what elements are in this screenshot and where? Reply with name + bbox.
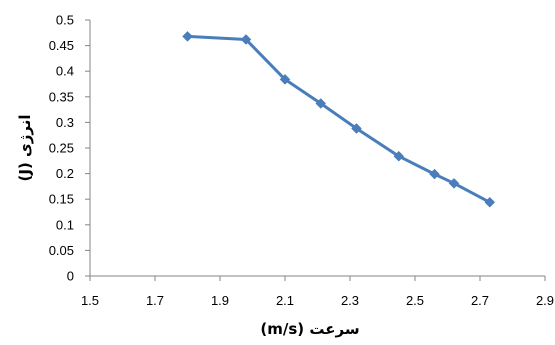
y-tick-label: 0.15 <box>49 192 74 207</box>
data-point-marker <box>182 31 193 42</box>
data-point-marker <box>429 168 440 180</box>
y-tick-label: 0 <box>67 269 74 284</box>
x-axis-ticks: 1.5 1.7 1.9 2.1 2.3 2.5 2.7 2.9 <box>81 276 554 308</box>
y-tick-label: 0.35 <box>49 89 74 104</box>
y-tick-label: 0.05 <box>49 243 74 258</box>
y-tick-label: 0.3 <box>56 115 74 130</box>
data-point-marker <box>279 74 291 85</box>
x-tick-label: 1.9 <box>211 293 229 308</box>
x-tick-label: 1.7 <box>146 293 164 308</box>
y-tick-label: 0.5 <box>56 13 74 28</box>
series-layer <box>182 31 496 208</box>
y-tick-label: 0.25 <box>49 141 74 156</box>
x-tick-label: 2.9 <box>536 293 554 308</box>
x-tick-label: 2.3 <box>341 293 359 308</box>
y-tick-label: 0.4 <box>56 64 74 79</box>
series-line <box>186 34 492 204</box>
y-axis-ticks: 0 0.05 0.1 0.15 0.2 0.25 0.3 0.35 0.4 0.45 0.5 <box>49 13 90 284</box>
data-point-marker <box>240 34 252 45</box>
y-tick-label: 0.2 <box>56 166 74 181</box>
x-tick-label: 2.1 <box>276 293 294 308</box>
data-point-marker <box>315 98 327 109</box>
y-tick-label: 0.1 <box>56 217 74 232</box>
x-axis-label: سرعت (m/s) <box>260 320 359 338</box>
y-tick-label: 0.45 <box>49 38 74 53</box>
data-point-marker <box>393 150 405 162</box>
y-axis-label: انرژی (J) <box>16 114 34 181</box>
x-tick-label: 1.5 <box>81 293 99 308</box>
x-tick-label: 2.5 <box>406 293 424 308</box>
data-point-marker <box>484 196 496 208</box>
data-point-marker <box>351 123 362 134</box>
data-point-marker <box>448 177 460 189</box>
x-tick-label: 2.7 <box>471 293 489 308</box>
